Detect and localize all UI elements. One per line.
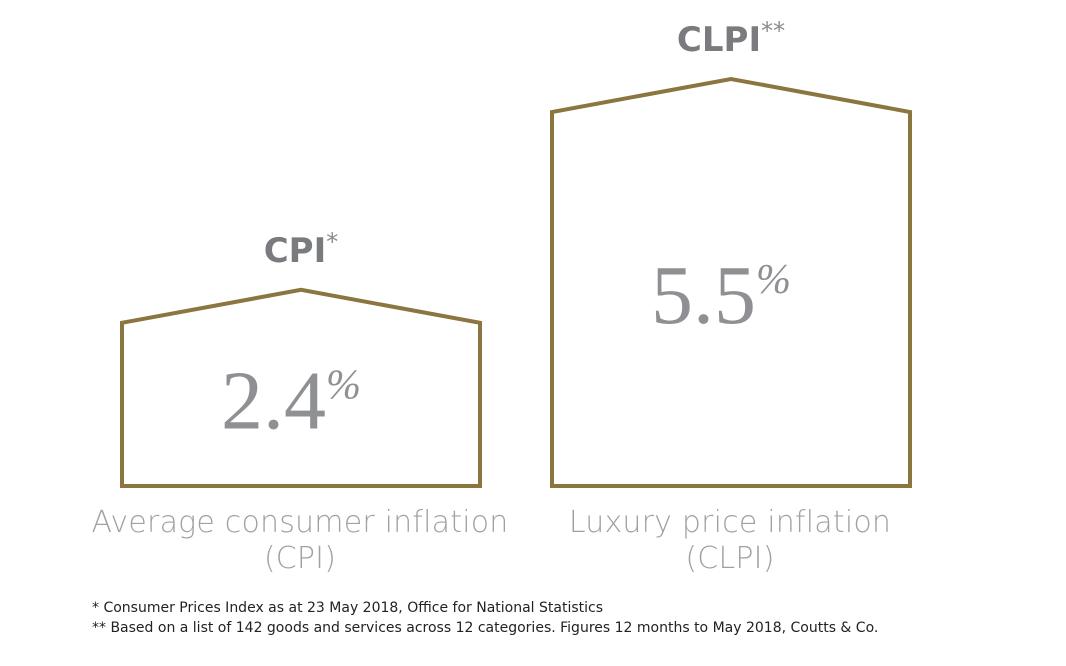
clpi-caption: Luxury price inflation (CLPI) (520, 505, 940, 577)
cpi-caption: Average consumer inflation (CPI) (90, 505, 510, 577)
category-label-clpi: CLPI** (677, 17, 785, 60)
value-label-cpi: 2.4% (221, 354, 361, 447)
footnote-clpi: ** Based on a list of 142 goods and serv… (92, 620, 879, 636)
bar-cpi (120, 287, 482, 488)
cpi-caption-line-2: (CPI) (263, 541, 337, 576)
footnote-cpi: * Consumer Prices Index as at 23 May 201… (92, 600, 604, 616)
footnotes: * Consumer Prices Index as at 23 May 201… (92, 598, 878, 638)
bar-clpi (550, 76, 912, 488)
clpi-caption-line-1: Luxury price inflation (568, 505, 892, 540)
clpi-caption-line-2: (CLPI) (685, 541, 775, 576)
category-label-cpi: CPI* (264, 228, 339, 271)
cpi-caption-line-1: Average consumer inflation (91, 505, 509, 540)
chart: CPI* 2.4% CLPI** 5.5% (120, 17, 912, 488)
value-label-clpi: 5.5% (651, 249, 791, 342)
